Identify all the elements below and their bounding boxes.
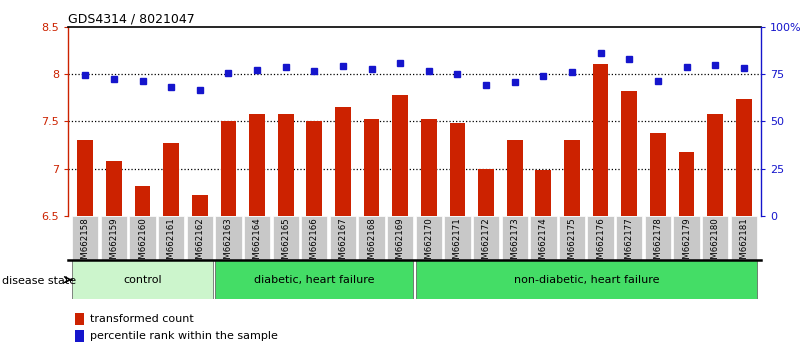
Text: GDS4314 / 8021047: GDS4314 / 8021047 (68, 12, 195, 25)
Bar (335, 107, 351, 216)
Bar (215, 260, 413, 299)
Text: GSM662176: GSM662176 (596, 217, 605, 270)
Bar (707, 114, 723, 216)
Bar (215, 216, 242, 260)
Bar (530, 216, 557, 260)
Bar (650, 133, 666, 216)
Text: diabetic, heart failure: diabetic, heart failure (254, 275, 375, 285)
Bar (301, 216, 328, 260)
Bar (163, 143, 179, 216)
Text: control: control (123, 275, 162, 285)
Text: GSM662168: GSM662168 (367, 217, 376, 270)
Bar (278, 114, 293, 216)
Text: GSM662175: GSM662175 (567, 217, 577, 270)
Bar (587, 216, 614, 260)
Bar (244, 216, 270, 260)
Bar (158, 216, 184, 260)
Bar (220, 121, 236, 216)
Bar (674, 216, 700, 260)
Bar (559, 216, 586, 260)
Text: GSM662172: GSM662172 (481, 217, 490, 270)
Bar (187, 216, 213, 260)
Text: percentile rank within the sample: percentile rank within the sample (91, 331, 278, 341)
Text: GSM662158: GSM662158 (81, 217, 90, 270)
Text: GSM662169: GSM662169 (396, 217, 405, 270)
Text: GSM662177: GSM662177 (625, 217, 634, 270)
Bar (678, 152, 694, 216)
Bar (78, 140, 93, 216)
Bar (645, 216, 671, 260)
Text: GSM662163: GSM662163 (224, 217, 233, 270)
Bar (307, 121, 322, 216)
Bar (106, 161, 122, 216)
Bar (330, 216, 356, 260)
Bar (72, 216, 99, 260)
Text: GSM662179: GSM662179 (682, 217, 691, 270)
Bar (75, 314, 84, 325)
Bar (593, 64, 609, 216)
Bar (364, 119, 380, 216)
Text: transformed count: transformed count (91, 314, 194, 324)
Bar (249, 114, 265, 216)
Text: GSM662162: GSM662162 (195, 217, 204, 270)
Bar (358, 216, 384, 260)
Text: GSM662164: GSM662164 (252, 217, 262, 270)
Text: GSM662160: GSM662160 (138, 217, 147, 270)
Bar (387, 216, 413, 260)
Text: GSM662159: GSM662159 (110, 217, 119, 270)
Bar (192, 195, 207, 216)
Text: GSM662165: GSM662165 (281, 217, 290, 270)
Bar (473, 216, 499, 260)
Bar (129, 216, 155, 260)
Bar (616, 216, 642, 260)
Bar (75, 330, 84, 342)
Bar (421, 119, 437, 216)
Text: GSM662161: GSM662161 (167, 217, 175, 270)
Bar (702, 216, 728, 260)
Text: GSM662167: GSM662167 (339, 217, 348, 270)
Bar (101, 216, 127, 260)
Text: GSM662181: GSM662181 (739, 217, 748, 270)
Bar (392, 95, 408, 216)
Bar (72, 260, 213, 299)
Bar (731, 216, 757, 260)
Text: GSM662178: GSM662178 (654, 217, 662, 270)
Bar (478, 169, 494, 216)
Bar (449, 123, 465, 216)
Bar (445, 216, 471, 260)
Text: GSM662171: GSM662171 (453, 217, 462, 270)
Text: GSM662174: GSM662174 (539, 217, 548, 270)
Text: GSM662180: GSM662180 (710, 217, 719, 270)
Text: GSM662166: GSM662166 (310, 217, 319, 270)
Bar (135, 185, 151, 216)
Bar (501, 216, 528, 260)
Bar (507, 140, 522, 216)
Text: non-diabetic, heart failure: non-diabetic, heart failure (513, 275, 659, 285)
Text: GSM662170: GSM662170 (425, 217, 433, 270)
Text: GSM662173: GSM662173 (510, 217, 519, 270)
Bar (564, 140, 580, 216)
Bar (736, 98, 751, 216)
Bar (536, 171, 551, 216)
Bar (272, 216, 299, 260)
Text: disease state: disease state (2, 276, 77, 286)
Bar (416, 260, 757, 299)
Bar (416, 216, 442, 260)
Bar (622, 91, 637, 216)
